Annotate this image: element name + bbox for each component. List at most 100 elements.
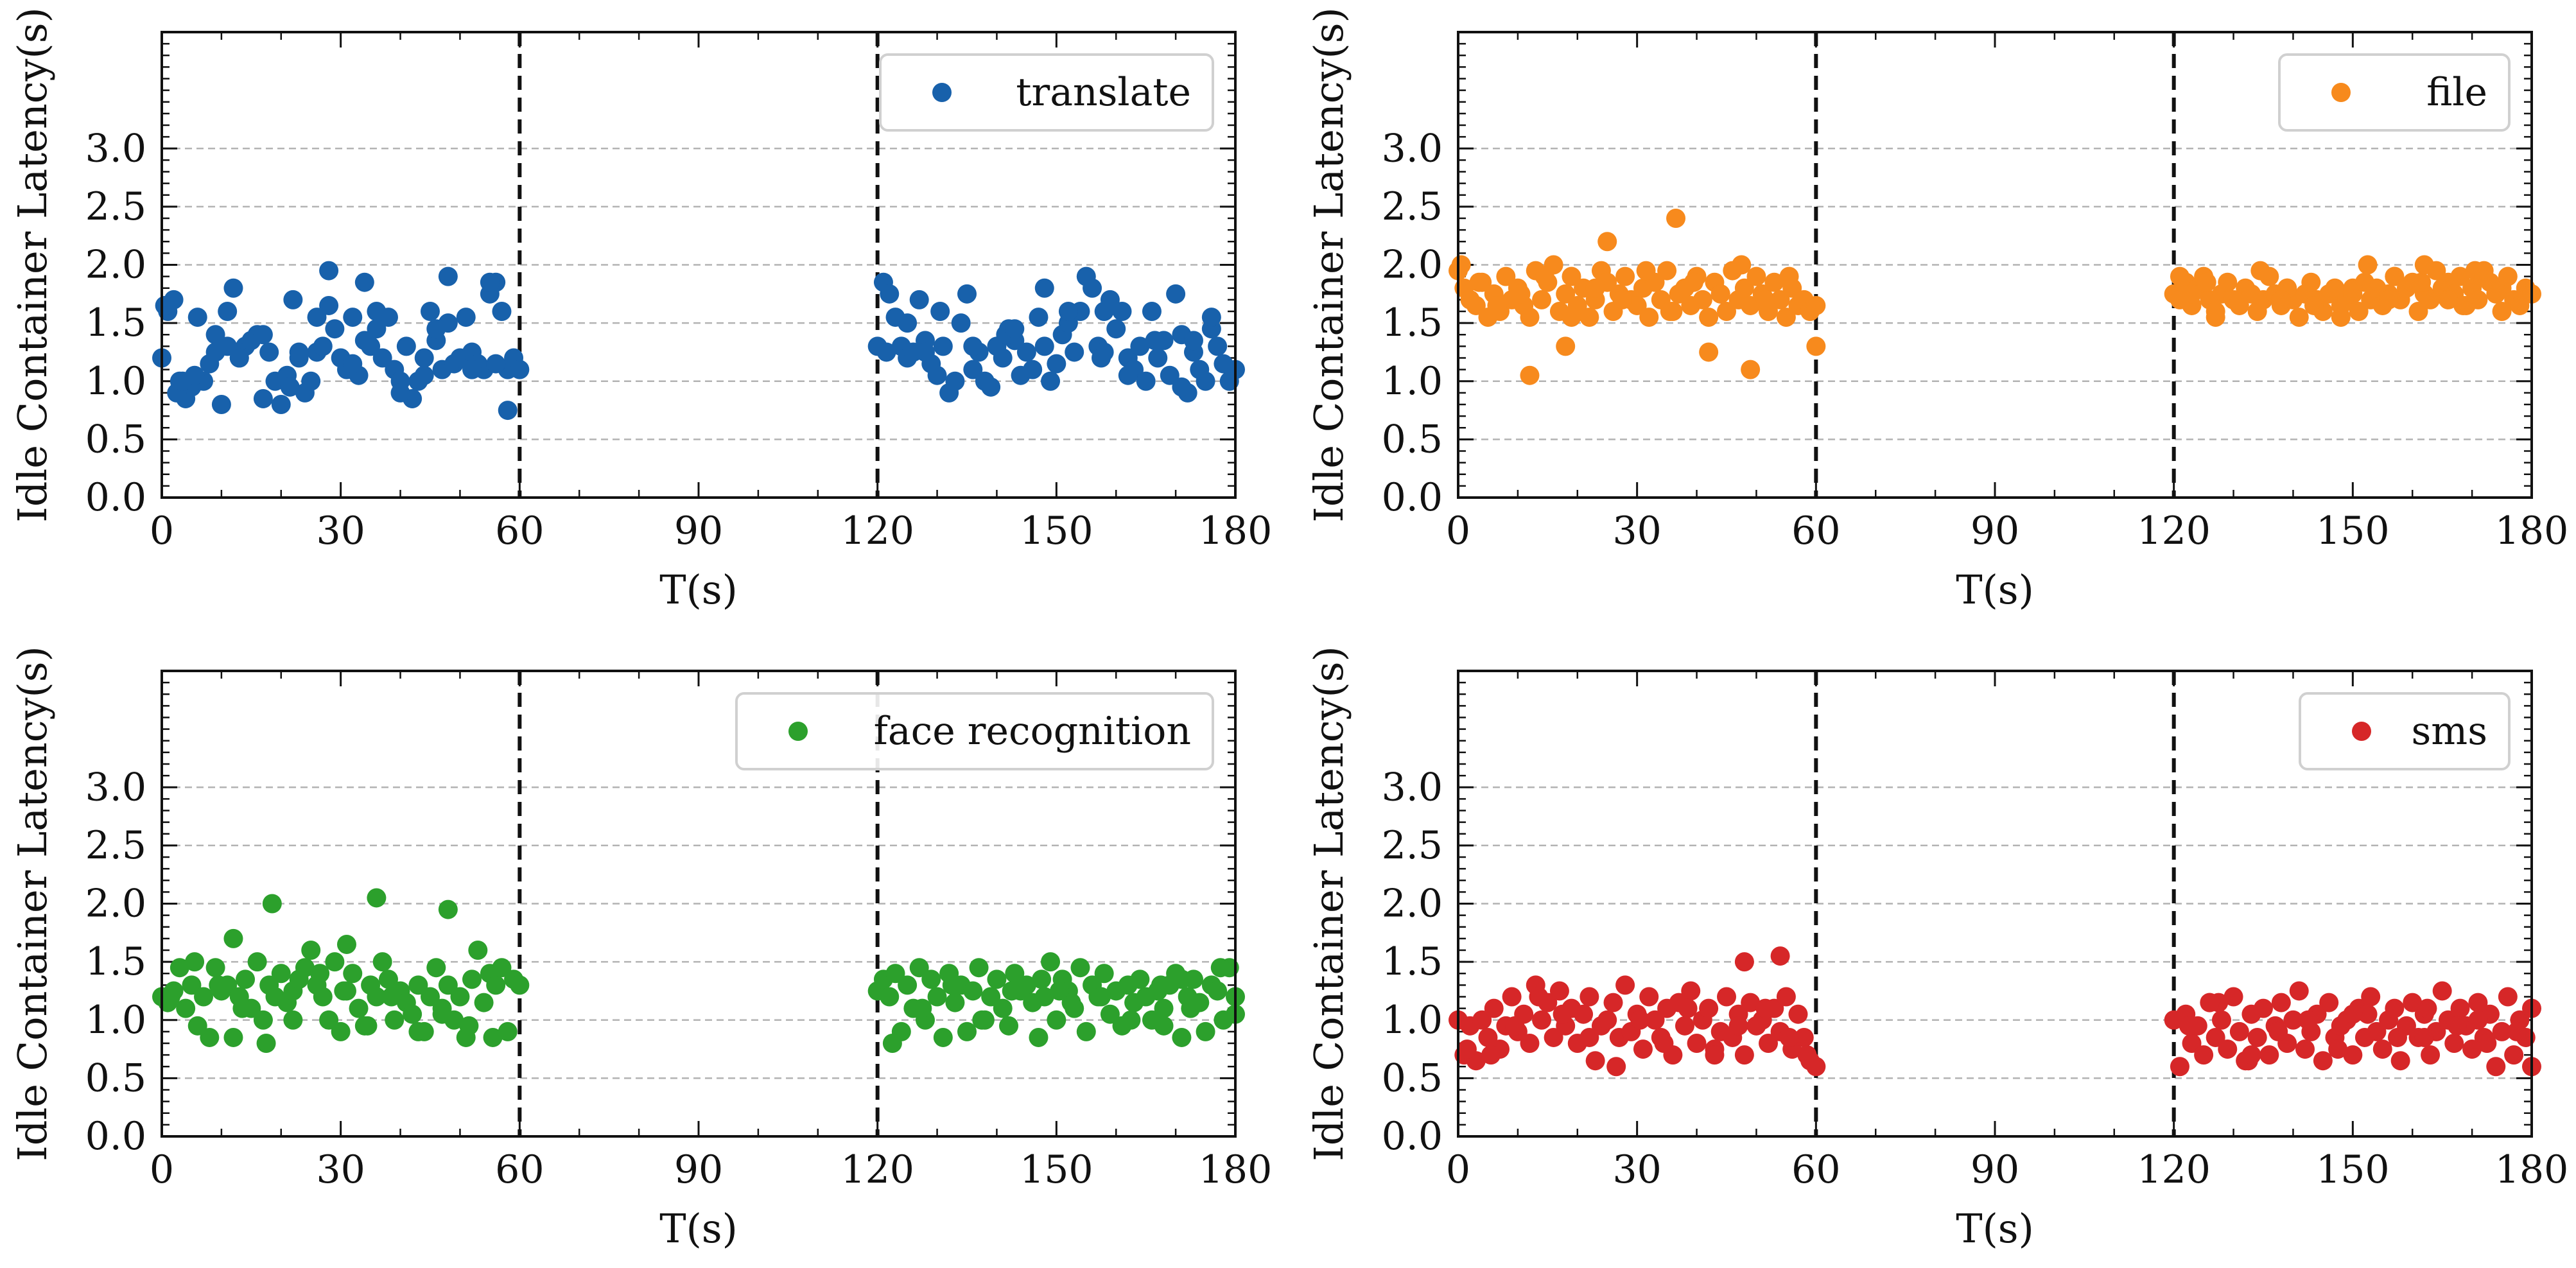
data-point xyxy=(1196,371,1215,391)
data-point xyxy=(898,975,918,995)
data-point xyxy=(396,336,416,356)
data-point xyxy=(253,388,273,408)
data-point xyxy=(2417,998,2437,1018)
data-point xyxy=(1041,952,1061,972)
data-point xyxy=(898,313,918,333)
data-point xyxy=(161,987,180,1007)
x-tick-label: 60 xyxy=(495,508,544,553)
data-point xyxy=(1047,354,1066,374)
axes-frame xyxy=(1457,670,2533,1138)
data-point xyxy=(200,1027,220,1047)
data-point xyxy=(1041,371,1061,391)
data-point xyxy=(1681,981,1701,1001)
data-point xyxy=(1654,1034,1674,1053)
y-tick-label: 0.5 xyxy=(1382,1055,1443,1100)
x-tick-label: 120 xyxy=(2137,1147,2211,1192)
data-point xyxy=(1630,1010,1650,1030)
data-point xyxy=(981,377,1001,397)
data-point xyxy=(1511,284,1531,304)
data-point xyxy=(378,969,398,989)
data-point xyxy=(283,290,303,309)
data-point xyxy=(963,981,983,1001)
data-point xyxy=(414,365,434,385)
data-point xyxy=(1520,365,1540,385)
data-point xyxy=(1556,336,1576,356)
data-point xyxy=(358,1016,378,1036)
data-point xyxy=(247,952,267,972)
data-point xyxy=(1121,1010,1141,1030)
data-point xyxy=(1002,981,1022,1001)
data-point xyxy=(187,308,207,327)
data-point xyxy=(1615,266,1635,286)
data-point xyxy=(354,272,374,292)
data-point xyxy=(1699,998,1719,1018)
data-point xyxy=(343,308,363,327)
data-point xyxy=(1645,1010,1665,1030)
data-point xyxy=(1502,987,1522,1007)
data-point xyxy=(1532,1010,1552,1030)
data-point xyxy=(343,354,363,374)
data-point xyxy=(236,969,256,989)
data-point xyxy=(942,975,962,995)
data-point xyxy=(1065,342,1084,362)
data-point xyxy=(232,998,252,1018)
y-tick-label: 2.0 xyxy=(85,882,146,926)
data-point xyxy=(2179,1016,2198,1036)
data-point xyxy=(2289,981,2309,1001)
data-point xyxy=(2319,993,2339,1012)
data-point xyxy=(1606,1057,1626,1077)
data-point xyxy=(385,1010,405,1030)
data-point xyxy=(1100,1004,1120,1024)
data-point xyxy=(367,319,387,339)
data-point xyxy=(2498,266,2518,286)
data-point xyxy=(421,987,440,1007)
data-point xyxy=(1779,266,1799,286)
data-point xyxy=(1755,998,1775,1018)
data-point xyxy=(421,302,440,321)
data-point xyxy=(372,952,392,972)
data-point xyxy=(1741,360,1761,379)
legend: sms xyxy=(2299,692,2511,770)
data-point xyxy=(1070,958,1090,978)
legend-label: sms xyxy=(2412,709,2487,754)
data-point xyxy=(1657,261,1677,281)
x-tick-label: 30 xyxy=(1612,508,1661,553)
data-point xyxy=(1770,946,1790,966)
data-point xyxy=(1639,308,1659,327)
data-point xyxy=(927,365,947,385)
data-point xyxy=(403,1004,422,1024)
x-tick-label: 90 xyxy=(674,508,723,553)
data-point xyxy=(1741,993,1761,1012)
data-point xyxy=(1049,981,1069,1001)
data-point xyxy=(2453,295,2473,315)
data-point xyxy=(2343,1004,2363,1024)
data-point xyxy=(325,319,345,339)
data-point xyxy=(2385,998,2405,1018)
data-point xyxy=(283,1010,303,1030)
data-point xyxy=(450,987,470,1007)
data-point xyxy=(2486,1057,2506,1077)
data-point xyxy=(2313,1051,2333,1071)
data-point xyxy=(1208,336,1228,356)
data-point xyxy=(2331,308,2351,327)
data-point xyxy=(1094,964,1114,984)
data-point xyxy=(1196,1021,1215,1041)
data-point xyxy=(1710,284,1730,304)
data-point xyxy=(367,987,387,1007)
data-point xyxy=(2197,272,2216,292)
data-point xyxy=(933,336,953,356)
axes-frame xyxy=(1457,31,2533,499)
data-point xyxy=(2414,255,2434,275)
data-point xyxy=(1779,1027,1799,1047)
x-tick-label: 0 xyxy=(150,1147,174,1192)
data-point xyxy=(957,284,977,304)
data-point xyxy=(2343,278,2363,298)
y-axis-label: Idle Container Latency(s) xyxy=(1305,646,1352,1161)
x-tick-label: 120 xyxy=(840,508,914,553)
data-point xyxy=(1005,319,1025,339)
data-point xyxy=(1130,969,1150,989)
data-point xyxy=(1466,295,1486,315)
data-point xyxy=(2477,1034,2497,1053)
data-point xyxy=(2182,1034,2202,1053)
y-tick-label: 2.0 xyxy=(1382,243,1443,288)
